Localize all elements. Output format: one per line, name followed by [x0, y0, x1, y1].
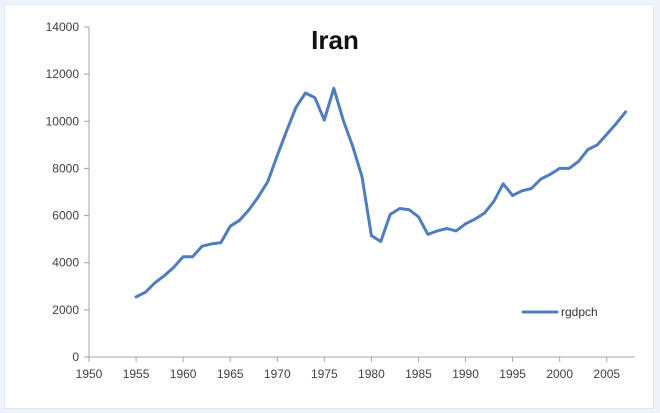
x-axis: 1950 1955 1960 1965 1970 1975 1980 1985 1990 1995…: [76, 356, 635, 381]
y-tick-label: 8000: [52, 161, 79, 175]
y-tick-label: 14000: [46, 20, 80, 34]
y-axis: 0 2000 4000 6000 8000 10000 12000 14000: [46, 20, 90, 364]
x-tick-label: 1975: [311, 367, 338, 381]
x-tick-label: 1960: [170, 367, 197, 381]
x-tick-label: 1980: [358, 367, 385, 381]
chart-panel: 0 2000 4000 6000 8000 10000 12000 14000 1950 195…: [4, 4, 654, 409]
legend-label: rgdpch: [561, 305, 598, 319]
x-tick-label: 1950: [76, 367, 103, 381]
chart-title: Iran: [311, 25, 359, 55]
y-tick-label: 0: [72, 350, 79, 364]
y-tick-label: 4000: [52, 256, 79, 270]
x-tick-label: 1995: [499, 367, 526, 381]
x-tick-label: 1985: [405, 367, 432, 381]
x-tick-label: 1970: [264, 367, 291, 381]
x-tick-label: 1990: [452, 367, 479, 381]
series-line-rgdpch: [134, 86, 628, 299]
y-tick-label: 2000: [52, 303, 79, 317]
y-tick-label: 12000: [46, 67, 80, 81]
x-tick-label: 1965: [217, 367, 244, 381]
y-tick-label: 10000: [46, 114, 80, 128]
x-tick-label: 2005: [593, 367, 620, 381]
y-tick-label: 6000: [52, 209, 79, 223]
legend: rgdpch: [521, 305, 598, 319]
x-tick-label: 2000: [546, 367, 573, 381]
x-tick-label: 1955: [123, 367, 150, 381]
series-layer: [134, 86, 628, 299]
